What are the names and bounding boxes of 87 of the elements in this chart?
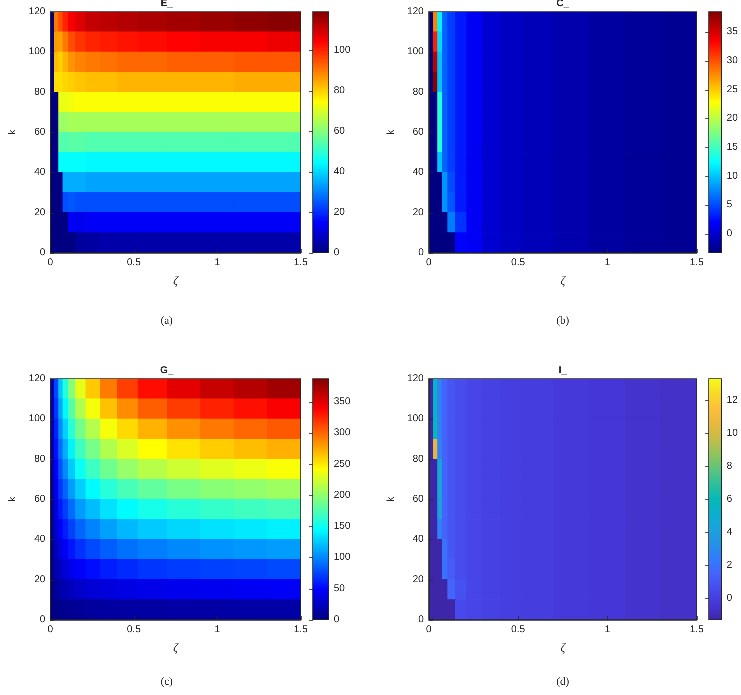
x-tick-label: 1.5 xyxy=(294,624,308,636)
y-tick-label: 120 xyxy=(407,374,424,384)
y-tick-label: 40 xyxy=(412,534,424,546)
y-tick-label: 20 xyxy=(34,207,46,218)
color-bar-label: 20 xyxy=(726,113,738,124)
text: (b) xyxy=(556,315,570,327)
x-tick-label: 0 xyxy=(48,258,54,268)
x-tick-label: 1 xyxy=(604,624,611,636)
color-bar-label: 80 xyxy=(334,85,346,96)
color-bar-label: 200 xyxy=(334,490,352,501)
y-tick-label: 100 xyxy=(28,414,46,425)
color-bar-label: 15 xyxy=(726,142,738,153)
y-tick-label: 0 xyxy=(40,248,46,258)
y-tick-label: 0 xyxy=(418,248,424,258)
y-tick-label: 100 xyxy=(407,46,424,58)
y-tick-label: 120 xyxy=(28,374,46,384)
x-axis-title: ζ xyxy=(173,274,180,288)
x-tick-label: 1 xyxy=(214,258,221,268)
y-tick-label: 80 xyxy=(412,454,424,465)
y-tick-label: 100 xyxy=(28,46,46,58)
color-bar-label: 60 xyxy=(334,126,346,137)
color-bar-label: 25 xyxy=(726,84,738,96)
color-bar-label: 35 xyxy=(726,26,738,38)
y-tick-label: 0 xyxy=(40,614,46,626)
x-axis-title: ζ xyxy=(560,274,567,288)
x-tick-label: 0.5 xyxy=(127,258,142,268)
y-tick-label: 80 xyxy=(34,86,46,98)
y-tick-label: 20 xyxy=(412,574,424,586)
color-bar-label: 2 xyxy=(726,560,733,572)
y-tick-label: 60 xyxy=(412,127,424,138)
x-tick-label: 0 xyxy=(48,624,54,636)
color-bar-label: 30 xyxy=(726,56,738,67)
x-tick-label: 1.5 xyxy=(690,624,704,636)
y-tick-label: 80 xyxy=(412,86,424,98)
x-tick-label: 1 xyxy=(604,258,611,268)
x-tick-label: 0.5 xyxy=(127,624,142,636)
x-tick-label: 0 xyxy=(426,258,432,268)
color-bar-label: 40 xyxy=(334,166,346,178)
y-tick-label: 60 xyxy=(34,494,46,505)
color-bar-label: 10 xyxy=(726,170,738,182)
color-bar-label: 350 xyxy=(334,396,352,408)
color-bar-label: 150 xyxy=(334,521,352,532)
color-bar-label: 8 xyxy=(726,460,733,472)
color-bar-label: 5 xyxy=(726,200,733,211)
y-tick-label: 40 xyxy=(412,167,424,178)
y-tick-label: 120 xyxy=(28,6,46,18)
color-bar-label: 6 xyxy=(726,494,733,505)
y-axis-title: k xyxy=(386,129,397,135)
text: (d) xyxy=(556,676,570,688)
x-tick-label: 0.5 xyxy=(511,624,526,636)
color-bar-label: 20 xyxy=(334,206,346,218)
y-tick-label: 60 xyxy=(412,494,424,505)
y-tick-label: 20 xyxy=(34,574,46,586)
color-bar-label: 250 xyxy=(334,458,352,470)
color-bar-label: 0 xyxy=(726,228,733,240)
x-axis-title: ζ xyxy=(173,641,180,655)
y-tick-label: 80 xyxy=(34,454,46,465)
text: (c) xyxy=(160,676,174,688)
x-tick-label: 1.5 xyxy=(690,258,704,268)
color-bar-label: 100 xyxy=(334,44,352,56)
x-tick-label: 1.5 xyxy=(294,258,308,268)
y-axis-title: k xyxy=(386,496,397,502)
y-tick-label: 40 xyxy=(34,534,46,546)
color-bar-label: 0 xyxy=(726,593,733,604)
x-tick-label: 0.5 xyxy=(511,258,526,268)
text: (a) xyxy=(160,315,174,327)
color-bar-label: 0 xyxy=(334,614,340,626)
y-tick-label: 100 xyxy=(407,414,424,425)
x-tick-label: 1 xyxy=(214,624,221,636)
chart-title: I_ xyxy=(558,366,568,376)
color-bar-label: 300 xyxy=(334,428,352,439)
y-axis-title: k xyxy=(8,129,18,135)
y-tick-label: 0 xyxy=(418,614,424,626)
color-bar-label: 4 xyxy=(726,527,733,538)
y-tick-label: 40 xyxy=(34,167,46,178)
color-bar-label: 10 xyxy=(726,428,738,439)
color-bar-label: 100 xyxy=(334,552,352,564)
y-axis-title: k xyxy=(8,496,18,502)
color-bar-label: 50 xyxy=(334,583,346,594)
y-tick-label: 60 xyxy=(34,127,46,138)
color-bar-label: 12 xyxy=(726,394,738,406)
y-tick-label: 120 xyxy=(407,6,424,18)
y-tick-label: 20 xyxy=(412,207,424,218)
chart-title: G_ xyxy=(160,366,174,376)
x-tick-label: 0 xyxy=(426,624,432,636)
color-bar-label: 0 xyxy=(334,248,340,258)
x-axis-title: ζ xyxy=(560,641,567,655)
